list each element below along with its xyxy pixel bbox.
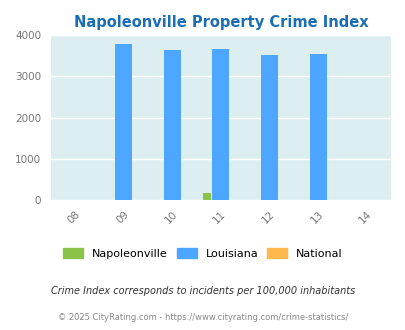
Bar: [164, 50, 180, 200]
Legend: Napoleonville, Louisiana, National: Napoleonville, Louisiana, National: [59, 244, 346, 263]
Bar: [202, 192, 211, 200]
Bar: [164, 79, 180, 200]
Text: © 2025 CityRating.com - https://www.cityrating.com/crime-statistics/: © 2025 CityRating.com - https://www.city…: [58, 313, 347, 322]
Bar: [115, 75, 132, 200]
Bar: [260, 55, 277, 200]
Bar: [212, 80, 229, 200]
Bar: [212, 49, 229, 200]
Title: Napoleonville Property Crime Index: Napoleonville Property Crime Index: [73, 15, 367, 30]
Bar: [115, 44, 132, 200]
Bar: [260, 82, 277, 200]
Bar: [309, 54, 326, 200]
Text: Crime Index corresponds to incidents per 100,000 inhabitants: Crime Index corresponds to incidents per…: [51, 286, 354, 296]
Bar: [309, 88, 326, 200]
